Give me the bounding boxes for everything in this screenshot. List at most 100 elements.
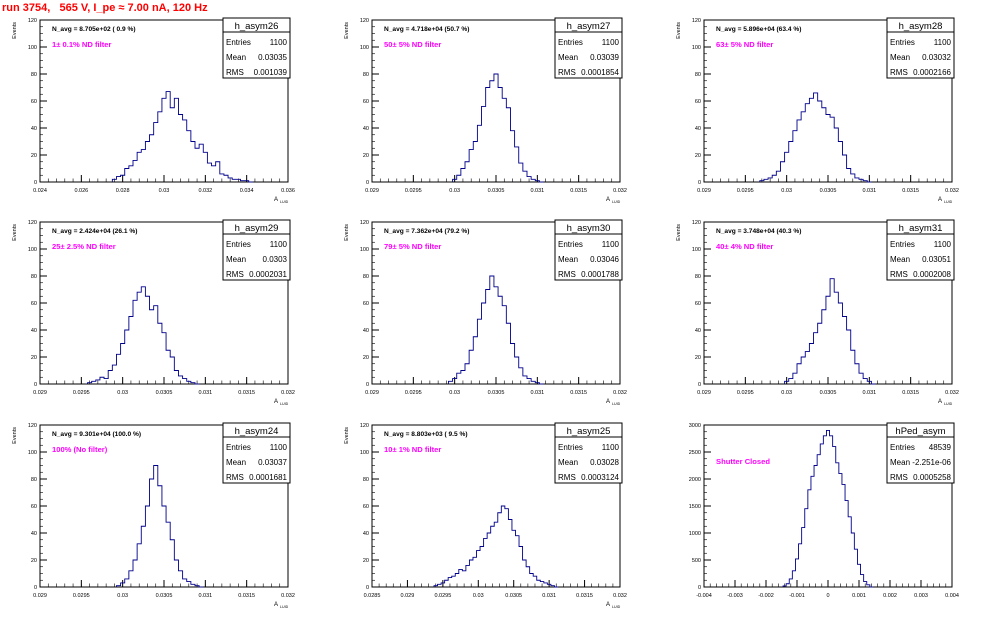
x-axis-label: A bbox=[606, 399, 610, 405]
histogram-title: h_asym30 bbox=[567, 223, 611, 234]
histogram-bin bbox=[116, 586, 120, 587]
stats-value-mean: 0.0303 bbox=[263, 255, 288, 264]
stats-label-mean: Mean bbox=[558, 53, 578, 62]
x-axis-label-sub: LUID bbox=[280, 402, 289, 406]
histogram-bin bbox=[178, 376, 182, 384]
y-tick-label: 100 bbox=[692, 247, 701, 253]
histogram-bin bbox=[494, 287, 498, 384]
histogram-bin bbox=[121, 175, 125, 182]
histogram-bin bbox=[174, 560, 178, 587]
x-tick-label: 0.03 bbox=[117, 593, 128, 599]
stats-label-entries: Entries bbox=[890, 38, 915, 47]
y-axis-label: Events bbox=[12, 427, 18, 444]
stats-value-entries: 1100 bbox=[934, 38, 952, 47]
histogram-bin bbox=[445, 580, 449, 587]
stats-value-mean: 0.03046 bbox=[590, 255, 619, 264]
stats-value-entries: 1100 bbox=[270, 443, 288, 452]
x-tick-label: 0.032 bbox=[281, 593, 295, 599]
y-tick-label: 120 bbox=[360, 423, 369, 429]
histogram-bin bbox=[789, 579, 792, 587]
histogram-bin bbox=[125, 169, 129, 183]
x-tick-label: 0.031 bbox=[530, 188, 544, 194]
histogram-bin bbox=[823, 436, 826, 587]
stats-box bbox=[886, 219, 955, 281]
y-tick-label: 0 bbox=[34, 180, 37, 186]
histogram-bin bbox=[842, 317, 846, 385]
y-tick-label: 60 bbox=[695, 301, 701, 307]
stats-label-entries: Entries bbox=[558, 38, 583, 47]
x-tick-label: 0.029 bbox=[33, 593, 47, 599]
histogram-bin bbox=[783, 586, 786, 587]
x-tick-label: 0.031 bbox=[198, 390, 212, 396]
y-tick-label: 40 bbox=[31, 126, 37, 132]
stats-label-rms: RMS bbox=[558, 270, 576, 279]
stats-value-rms: 0.0002008 bbox=[913, 270, 951, 279]
histogram-bin bbox=[805, 509, 808, 587]
y-tick-label: 40 bbox=[695, 328, 701, 334]
y-tick-label: 60 bbox=[31, 301, 37, 307]
histogram-bin bbox=[112, 365, 116, 384]
histogram-bin bbox=[826, 115, 830, 183]
y-tick-label: 80 bbox=[695, 72, 701, 78]
histogram-bin bbox=[178, 571, 182, 587]
histogram-bin bbox=[245, 181, 249, 182]
x-tick-label: 0.031 bbox=[862, 390, 876, 396]
histogram-title: h_asym27 bbox=[567, 21, 611, 32]
histogram-bin bbox=[162, 506, 166, 587]
histogram-bin bbox=[125, 330, 129, 384]
histogram-bin bbox=[508, 520, 512, 588]
y-tick-label: 0 bbox=[366, 180, 369, 186]
histogram-bin bbox=[822, 108, 826, 182]
histogram-bin bbox=[207, 163, 211, 182]
histogram-bin bbox=[482, 106, 486, 182]
y-axis-label: Events bbox=[12, 22, 18, 39]
histogram-title: h_asym29 bbox=[235, 223, 279, 234]
x-tick-label: 0.0305 bbox=[488, 188, 505, 194]
histogram-bin bbox=[129, 317, 133, 385]
y-tick-label: 120 bbox=[360, 220, 369, 226]
x-tick-label: 0.028 bbox=[116, 188, 130, 194]
y-tick-label: 120 bbox=[360, 18, 369, 24]
histogram-bin bbox=[92, 381, 96, 384]
x-tick-label: 0.031 bbox=[862, 188, 876, 194]
y-tick-label: 0 bbox=[698, 585, 701, 591]
stats-label-mean: Mean bbox=[558, 458, 578, 467]
histogram-bin bbox=[116, 177, 120, 182]
histogram-bin bbox=[848, 517, 851, 587]
y-tick-label: 60 bbox=[31, 504, 37, 510]
x-tick-label: 0.032 bbox=[613, 390, 627, 396]
stats-value-mean: -2.251e-06 bbox=[912, 458, 951, 467]
stats-box bbox=[886, 17, 955, 79]
histogram-bin bbox=[158, 323, 162, 384]
histogram-bin bbox=[452, 576, 456, 587]
filter-label: 40± 4% ND filter bbox=[716, 242, 773, 251]
stats-box bbox=[886, 422, 955, 484]
navg-label: N_avg = 3.748e+04 (40.3 %) bbox=[716, 228, 801, 235]
histogram-bin bbox=[150, 135, 154, 182]
histogram-bin bbox=[480, 547, 484, 588]
histogram-bin bbox=[145, 142, 149, 183]
stats-value-rms: 0.0001854 bbox=[581, 68, 619, 77]
histogram-bin bbox=[797, 120, 801, 182]
y-axis-label: Events bbox=[344, 224, 350, 241]
histogram-bin bbox=[540, 582, 544, 587]
x-tick-label: 0.0305 bbox=[820, 188, 837, 194]
histogram-bin bbox=[531, 381, 535, 384]
histogram-bin bbox=[795, 559, 798, 587]
y-tick-label: 100 bbox=[360, 45, 369, 51]
y-tick-label: 2500 bbox=[689, 450, 701, 456]
x-tick-label: 0.032 bbox=[281, 390, 295, 396]
histogram-bin bbox=[187, 582, 191, 587]
y-tick-label: 20 bbox=[363, 558, 369, 564]
histogram-outline bbox=[116, 465, 204, 588]
x-axis-label-sub: LUID bbox=[944, 402, 953, 406]
histogram-bin bbox=[863, 379, 867, 384]
y-tick-label: 60 bbox=[363, 301, 369, 307]
stats-value-rms: 0.001039 bbox=[254, 68, 288, 77]
histogram-bin bbox=[523, 376, 527, 384]
histogram-bin bbox=[764, 179, 768, 182]
histogram-bin bbox=[491, 526, 495, 587]
stats-label-entries: Entries bbox=[226, 443, 251, 452]
stats-value-entries: 1100 bbox=[270, 38, 288, 47]
y-tick-label: 100 bbox=[28, 450, 37, 456]
